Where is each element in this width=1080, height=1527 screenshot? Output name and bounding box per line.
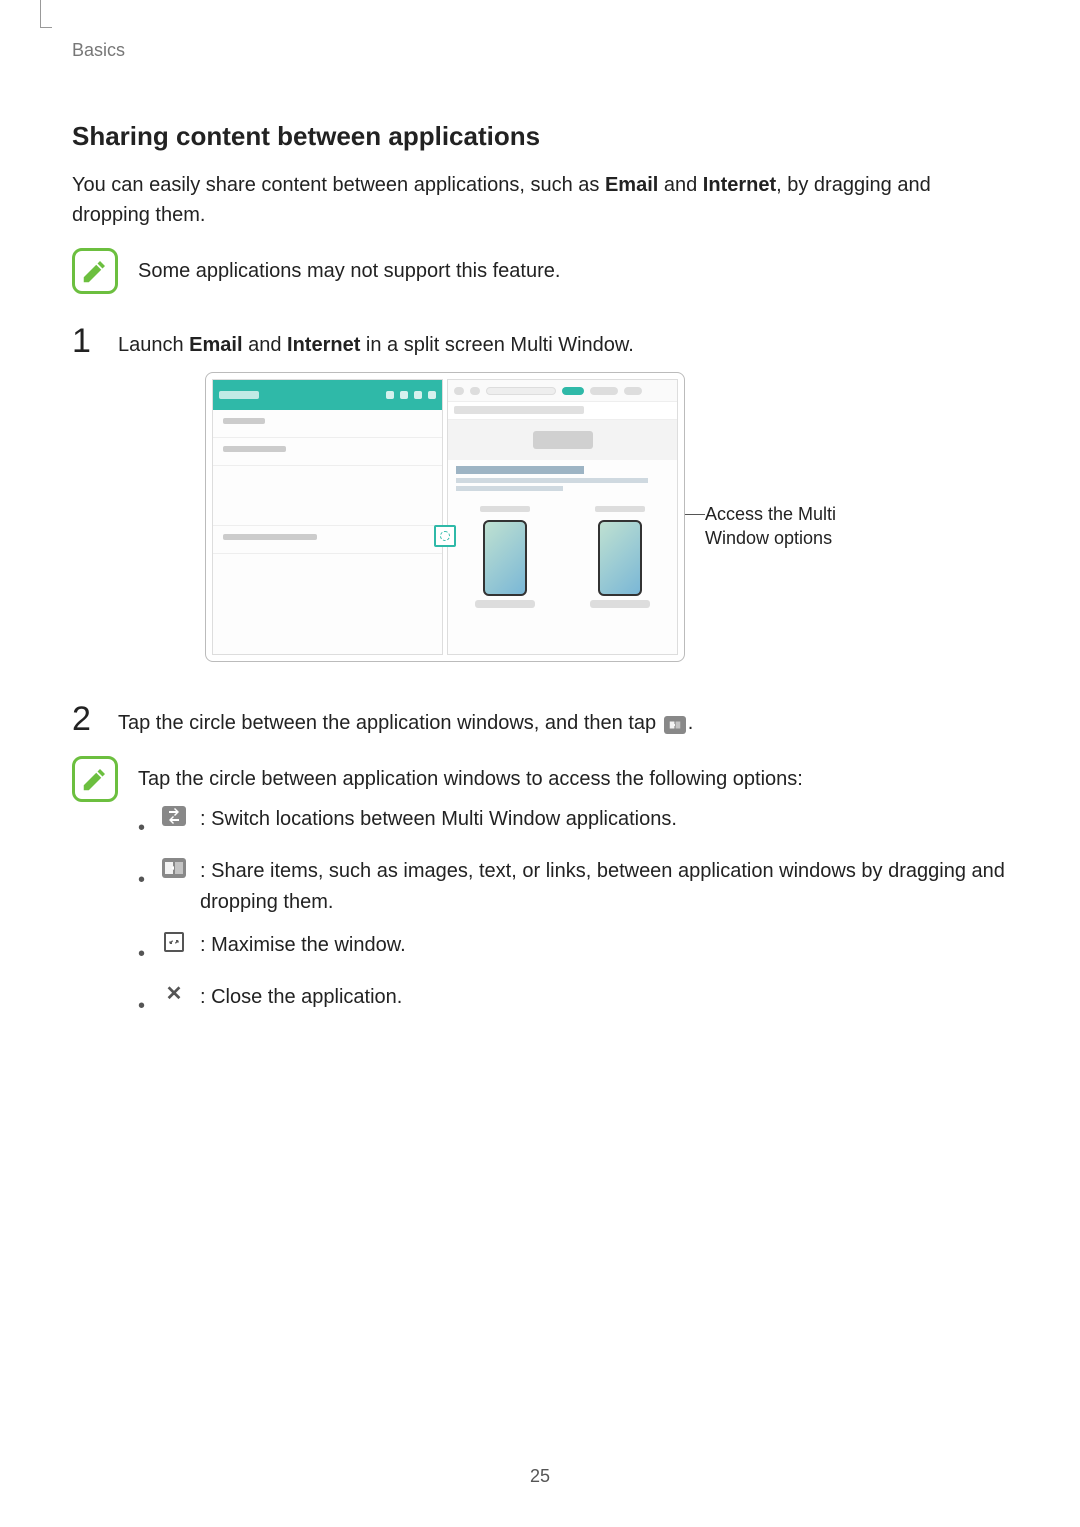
bullet-icon [138,804,148,844]
figure: Access the Multi Window options [72,372,1008,662]
step1-text: in a split screen Multi Window. [360,334,633,356]
drag-share-icon [160,856,188,878]
note-block: Some applications may not support this f… [72,248,1008,294]
option-text: : Switch locations between Multi Window … [200,804,1008,835]
page-heading: Sharing content between applications [72,121,1008,152]
pencil-icon [80,256,110,286]
email-header [213,380,442,410]
note-text: Some applications may not support this f… [138,248,1008,286]
browser-addr [448,402,677,420]
tablet-illustration [205,372,685,662]
list-row [213,410,442,438]
email-header-icons [386,391,436,399]
phone-thumb [483,520,527,596]
option-maximise: : Maximise the window. [138,930,1008,970]
callout-line2: Window options [705,528,832,548]
phone-thumb [598,520,642,596]
pencil-icon [80,764,110,794]
drag-share-icon [664,716,686,734]
browser-banner [448,420,677,460]
email-pane [212,379,443,655]
option-switch: : Switch locations between Multi Window … [138,804,1008,844]
page-number: 25 [0,1466,1080,1487]
step-text: Tap the circle between the application w… [118,702,1008,738]
step1-text: and [243,334,287,356]
option-text: : Close the application. [200,982,1008,1013]
list-row [213,466,442,526]
browser-headline [448,460,677,500]
product-item [573,506,668,608]
bullet-icon [138,856,148,896]
maximise-icon [160,930,188,952]
bullet-icon [138,930,148,970]
intro-text: and [658,174,702,196]
intro-internet: Internet [703,174,776,196]
step-2: 2 Tap the circle between the application… [72,702,1008,738]
note-icon [72,248,118,294]
header-icon [414,391,422,399]
product-row [448,500,677,614]
intro-text: You can easily share content between app… [72,174,605,196]
list-row [213,438,442,466]
options-body: Tap the circle between application windo… [138,756,1008,1034]
option-close: ✕ : Close the application. [138,982,1008,1022]
bullet-icon [138,982,148,1022]
close-icon: ✕ [160,982,188,1004]
multiwindow-handle [434,525,456,547]
option-text: : Share items, such as images, text, or … [200,856,1008,918]
page-corner-rule [40,0,52,28]
note-icon [72,756,118,802]
header-icon [428,391,436,399]
figure-callout: Access the Multi Window options [705,372,875,551]
step2-text: . [688,712,694,734]
email-title-bar [219,391,259,399]
options-list: : Switch locations between Multi Window … [138,804,1008,1022]
handle-circle-icon [440,531,450,541]
intro-email: Email [605,174,658,196]
intro-paragraph: You can easily share content between app… [72,170,1008,230]
list-row [213,526,442,554]
step1-email: Email [189,334,242,356]
step-text: Launch Email and Internet in a split scr… [118,324,1008,360]
step1-internet: Internet [287,334,360,356]
switch-icon [160,804,188,826]
step1-text: Launch [118,334,189,356]
callout-line1: Access the Multi [705,504,836,524]
step-1: 1 Launch Email and Internet in a split s… [72,324,1008,360]
internet-pane [447,379,678,655]
option-text: : Maximise the window. [200,930,1008,961]
step2-text: Tap the circle between the application w… [118,712,662,734]
options-note: Tap the circle between application windo… [72,756,1008,1034]
options-intro: Tap the circle between application windo… [138,764,1008,794]
page-content: Basics Sharing content between applicati… [0,0,1080,1104]
step-number: 2 [72,702,100,736]
step-number: 1 [72,324,100,358]
header-icon [386,391,394,399]
option-share: : Share items, such as images, text, or … [138,856,1008,918]
header-icon [400,391,408,399]
browser-toolbar [448,380,677,402]
section-label: Basics [72,40,1008,61]
product-item [458,506,553,608]
